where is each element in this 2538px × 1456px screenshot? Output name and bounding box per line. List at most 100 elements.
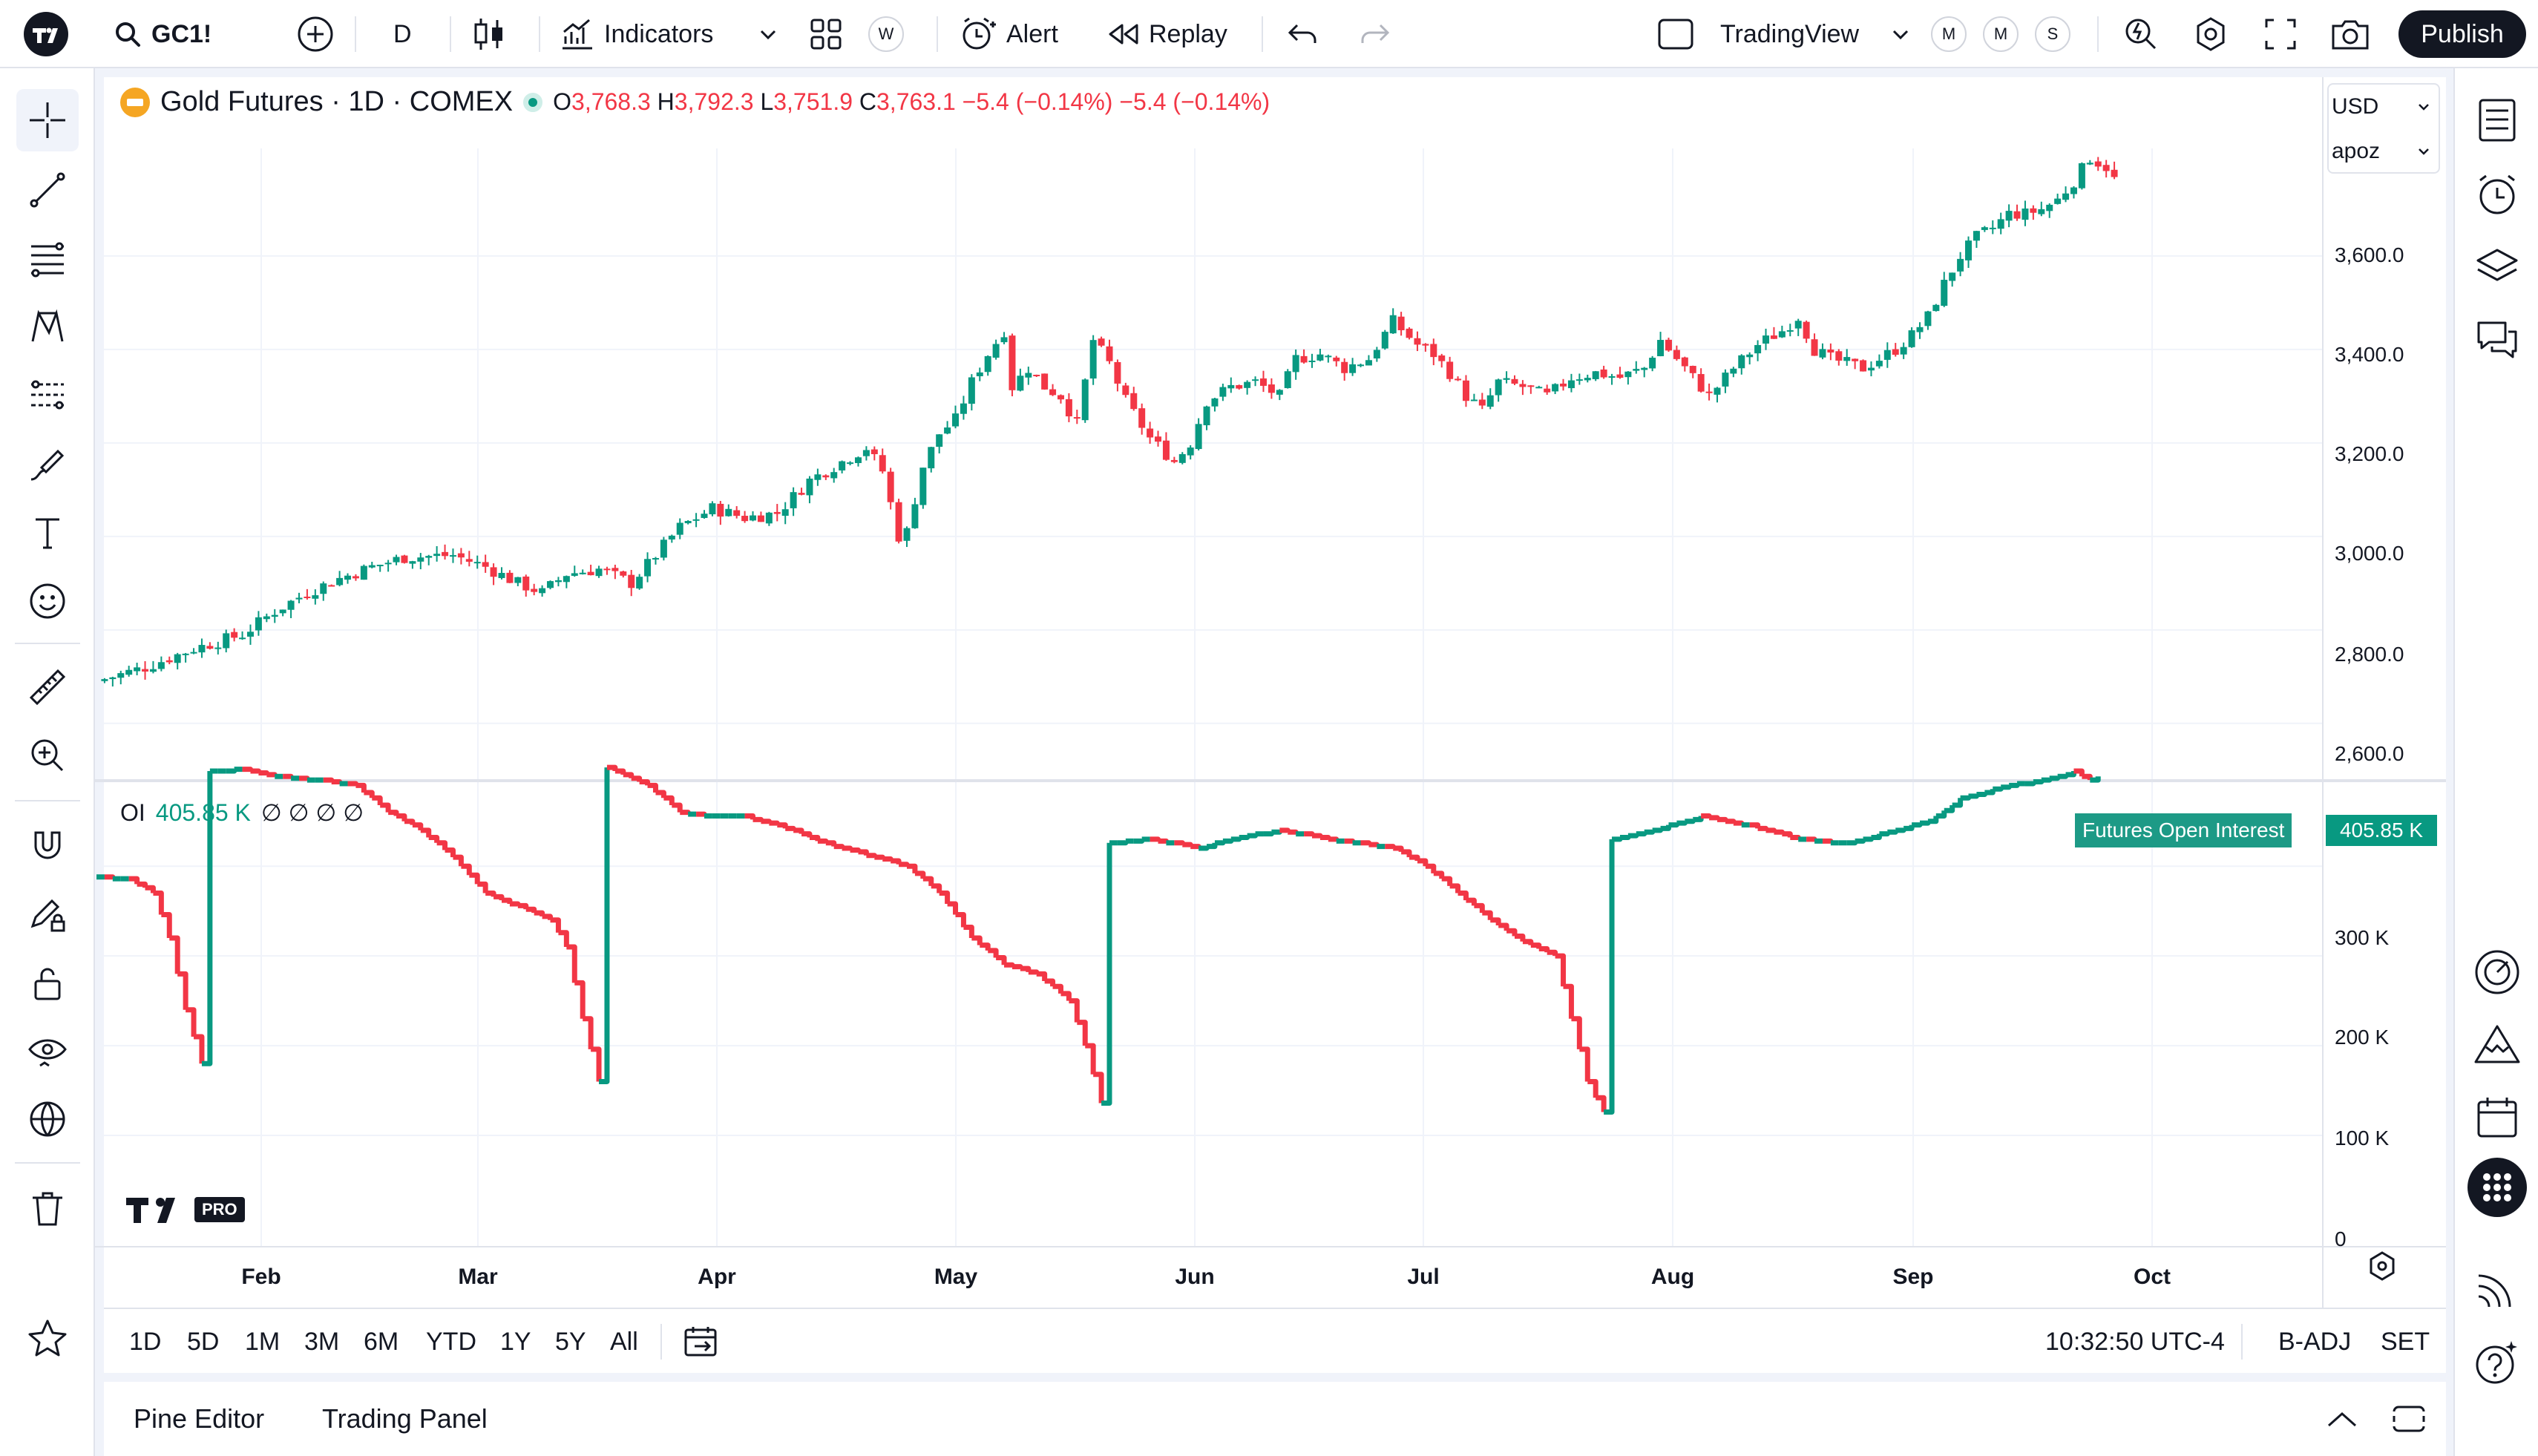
alert-button[interactable]: Alert (959, 0, 1058, 68)
redo-button[interactable] (1358, 0, 1391, 68)
price-axis-label: 2,800.0 (2335, 643, 2404, 666)
fib-retracement-icon (31, 242, 64, 278)
range-3m[interactable]: 3M (304, 1327, 340, 1356)
chart-panel[interactable] (104, 77, 2446, 1373)
badge-s[interactable]: S (2035, 0, 2070, 68)
range-6m[interactable]: 6M (364, 1327, 399, 1356)
oi-step-segment (1587, 1078, 1598, 1098)
settings-button[interactable] (2192, 0, 2229, 68)
oi-step-segment (145, 885, 156, 893)
fib-tool[interactable] (16, 227, 79, 289)
layout-name-button[interactable]: TradingView (1720, 0, 1859, 68)
badge-m2[interactable]: M (1983, 0, 2019, 68)
oi-step-segment (1660, 824, 1671, 831)
expand-panel-button[interactable] (2324, 1382, 2360, 1456)
oi-step-segment (1409, 854, 1420, 861)
symbol-legend[interactable]: Gold Futures · 1D · COMEX O3,768.3 H3,79… (120, 86, 1270, 118)
oi-step-segment (1190, 844, 1201, 850)
replay-button[interactable]: Replay (1106, 0, 1227, 68)
publish-button[interactable]: Publish (2398, 10, 2526, 58)
watchlist-w-badge[interactable]: W (868, 0, 904, 68)
screener-button[interactable] (2468, 942, 2527, 1002)
ideas-button[interactable] (2468, 1015, 2527, 1075)
hide-tool[interactable] (16, 1020, 79, 1082)
range-all[interactable]: All (610, 1327, 638, 1356)
range-5d[interactable]: 5D (187, 1327, 220, 1356)
zoom-tool[interactable] (16, 724, 79, 787)
candle (636, 574, 643, 590)
scale-mode-select[interactable]: apoz (2329, 129, 2439, 174)
quick-search-button[interactable] (2122, 0, 2160, 68)
calendar-button[interactable] (2468, 1088, 2527, 1147)
brush-tool[interactable] (16, 433, 79, 496)
alerts-button[interactable] (2468, 165, 2527, 224)
layout-switch[interactable] (1656, 0, 1695, 68)
tradingview-logo[interactable] (22, 0, 70, 68)
undo-button[interactable] (1287, 0, 1319, 68)
watchlist-button[interactable] (2468, 91, 2527, 150)
lock-all-tool[interactable] (16, 951, 79, 1014)
range-1m[interactable]: 1M (245, 1327, 281, 1356)
magnet-tool[interactable] (16, 815, 79, 877)
badge-m1[interactable]: M (1931, 0, 1967, 68)
session-toggle[interactable]: SET (2381, 1327, 2430, 1356)
candle (1592, 370, 1599, 381)
remove-drawings-tool[interactable] (16, 1178, 79, 1241)
range-1d[interactable]: 1D (129, 1327, 162, 1356)
favorites-tool[interactable] (16, 1308, 79, 1370)
currency-select[interactable]: USD (2329, 85, 2439, 129)
candle (1430, 338, 1437, 366)
trash-icon (33, 1192, 62, 1226)
range-5y[interactable]: 5Y (555, 1327, 586, 1356)
interval-button[interactable]: D (393, 0, 412, 68)
close-value: 3,763.1 (876, 88, 956, 115)
layouts-button[interactable] (809, 0, 843, 68)
crosshair-tool[interactable] (16, 89, 79, 151)
data-feed-button[interactable] (2468, 1259, 2527, 1318)
tab-trading-panel[interactable]: Trading Panel (322, 1403, 488, 1434)
trend-line-tool[interactable] (16, 159, 79, 221)
lock-drawings-edit-tool[interactable] (16, 883, 79, 945)
oi-step-segment (258, 770, 269, 775)
pattern-tool[interactable] (16, 295, 79, 358)
layout-dropdown[interactable] (1891, 0, 1910, 68)
legend-title: Gold Futures · 1D · COMEX (160, 86, 514, 117)
compare-button[interactable] (295, 0, 335, 68)
snapshot-button[interactable] (2330, 0, 2370, 68)
b-adj-toggle[interactable]: B-ADJ (2278, 1327, 2352, 1356)
object-tree-button[interactable] (2468, 237, 2527, 297)
symbol-search[interactable]: GC1! (113, 0, 212, 68)
search-flash-icon (2125, 19, 2157, 50)
candle (344, 573, 352, 584)
text-tool[interactable] (16, 502, 79, 564)
range-ytd[interactable]: YTD (426, 1327, 476, 1356)
chart-type-button[interactable] (472, 0, 506, 68)
indicators-dropdown[interactable] (758, 0, 778, 68)
emoji-tool[interactable] (16, 570, 79, 632)
ruler-icon (29, 669, 66, 706)
oi-step-segment (1328, 836, 1340, 842)
oi-legend[interactable]: OI 405.85 K ∅ ∅ ∅ ∅ (120, 798, 364, 827)
candle (433, 545, 441, 562)
clock-timezone[interactable]: 10:32:50 UTC-4 (2045, 1327, 2225, 1356)
goto-date-button[interactable] (683, 1309, 721, 1374)
fullscreen-button[interactable] (2263, 0, 2298, 68)
indicators-button[interactable]: Indicators (560, 0, 713, 68)
m-badge: M (1931, 16, 1967, 52)
help-button[interactable] (2468, 1333, 2527, 1392)
maximize-panel-button[interactable] (2391, 1382, 2427, 1456)
tab-pine-editor[interactable]: Pine Editor (134, 1403, 265, 1434)
oi-step-segment (1522, 939, 1534, 945)
candle (765, 511, 773, 526)
oi-step-segment (194, 1034, 205, 1064)
products-button[interactable] (2468, 1158, 2527, 1217)
chats-button[interactable] (2468, 310, 2527, 370)
measure-tool[interactable] (16, 656, 79, 718)
candle (1268, 378, 1275, 399)
forecast-tool[interactable] (16, 364, 79, 426)
rewind-icon (1109, 24, 1138, 45)
range-1y[interactable]: 1Y (500, 1327, 531, 1356)
axis-settings-button[interactable] (2366, 1250, 2398, 1286)
global-tool[interactable] (16, 1088, 79, 1150)
